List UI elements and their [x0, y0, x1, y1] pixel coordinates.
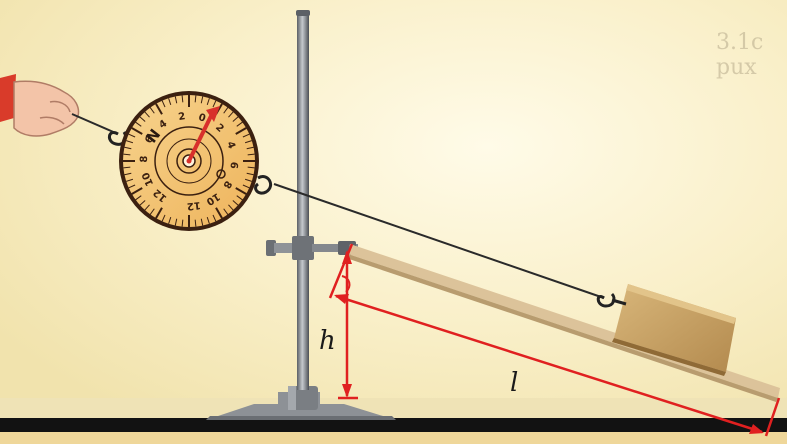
dial-tick: [135, 121, 142, 127]
dial-number: 6: [143, 134, 156, 145]
dial-tick: [174, 218, 178, 226]
dial-tick: [155, 207, 163, 219]
dial-tick: [155, 103, 163, 115]
dial-tick: [139, 200, 146, 206]
faded-top-text: 3.1с pux: [716, 30, 764, 80]
dial-tick: [247, 153, 255, 156]
dial-tick: [123, 153, 131, 156]
dial-tick: [131, 187, 143, 195]
dial-tick: [242, 184, 250, 189]
dial-tick: [223, 208, 229, 215]
hand-thread: [71, 113, 119, 135]
dial-tick: [149, 107, 155, 114]
dial-number: 4: [224, 140, 237, 150]
dial-number: 8: [220, 178, 233, 190]
dial-tick: [161, 214, 166, 222]
dial-number: 8: [139, 155, 150, 162]
table: [0, 398, 787, 444]
dial-tick: [232, 116, 239, 122]
stand-base: [206, 386, 396, 420]
length-label: l: [510, 368, 519, 398]
dial-tick: [228, 204, 234, 211]
dial-tick: [181, 219, 184, 227]
dial-tick: [181, 95, 184, 103]
dial-tick: [174, 96, 178, 104]
wooden-block: [612, 284, 736, 376]
block-hook: [596, 292, 616, 308]
dial-tick: [161, 100, 166, 108]
dial-tick: [235, 187, 247, 195]
dial-tick: [235, 127, 247, 135]
dial-tick: [206, 98, 210, 106]
dial-tick: [223, 107, 229, 114]
dial-number: 2: [178, 111, 187, 123]
dial-tick: [194, 95, 197, 103]
dial-tick: [246, 146, 254, 150]
dial-tick: [144, 204, 150, 211]
dial-tick: [124, 146, 132, 150]
height-label: h: [319, 326, 336, 356]
dial-tick: [247, 166, 255, 169]
dial-tick: [139, 116, 146, 122]
dial-tick: [244, 178, 252, 182]
dial-number: 12: [186, 199, 201, 211]
annotations: [328, 243, 781, 437]
dial-tick: [236, 121, 243, 127]
dial-tick: [135, 195, 142, 201]
dial-tick: [242, 133, 250, 138]
dial-tick: [131, 127, 143, 135]
dial-tick: [168, 216, 172, 224]
hand: [0, 74, 80, 137]
dial-number: 0: [197, 112, 207, 125]
dial-tick: [232, 200, 239, 206]
dial-tick: [236, 195, 243, 201]
pulling-thread: [273, 183, 605, 299]
dial-tick: [128, 184, 136, 189]
dial-tick: [168, 98, 172, 106]
dial-tick: [215, 207, 223, 219]
dial-tick: [200, 218, 204, 226]
dial-tick: [123, 166, 131, 169]
dial-tick: [126, 140, 134, 144]
dial-tick: [244, 140, 252, 144]
dial-tick: [126, 178, 134, 182]
dynamometer-side-hook: [254, 175, 272, 195]
dial-tick: [212, 214, 217, 222]
dial-tick: [206, 216, 210, 224]
dial-number: 6: [227, 161, 239, 169]
dial-needle: [187, 113, 214, 162]
dial-tick: [228, 111, 234, 118]
stand-rod: [296, 10, 310, 390]
dial-tick: [128, 133, 136, 138]
dial-tick: [124, 172, 132, 176]
dial-tick: [200, 96, 204, 104]
dial-tick: [246, 172, 254, 176]
dial-number: 10: [140, 170, 156, 187]
dial-tick: [144, 111, 150, 118]
dial-tick: [212, 100, 217, 108]
dial-tick: [149, 208, 155, 215]
dial-tick: [194, 219, 197, 227]
